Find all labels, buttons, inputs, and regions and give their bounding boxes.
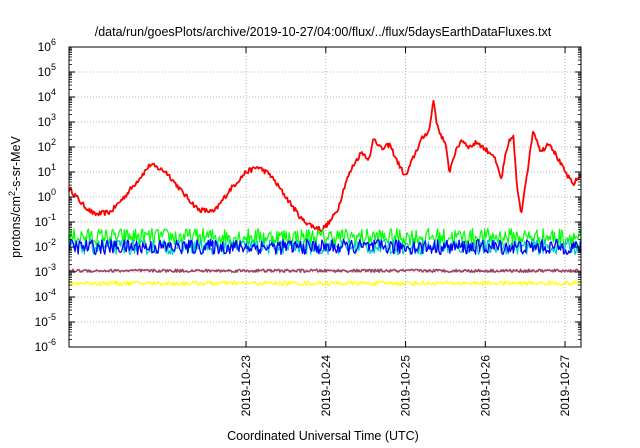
x-tick-label: 2019-10-25: [399, 355, 413, 417]
x-tick-label: 2019-10-27: [558, 355, 572, 417]
y-tick-label: 10-2: [35, 237, 56, 254]
series-group: [68, 99, 582, 287]
series-line-0: [68, 99, 582, 233]
series-line-5: [68, 268, 582, 274]
y-tick-label: 102: [38, 137, 56, 154]
y-tick-label: 101: [38, 162, 56, 179]
y-axis: 10-6 10-5 10-4 10-3 10-2 10-1 100 101 102 103 104 1…: [35, 37, 581, 354]
y-axis-label: protons/cm2-s-sr-MeV: [7, 135, 23, 257]
x-axis-label: Coordinated Universal Time (UTC): [227, 429, 419, 443]
series-line-4: [68, 280, 582, 287]
y-tick-label: 106: [38, 37, 56, 54]
x-tick-label: 2019-10-23: [239, 355, 253, 417]
y-tick-label: 10-4: [35, 287, 56, 304]
series-line-3: [68, 238, 582, 256]
y-tick-label: 103: [38, 112, 56, 129]
chart-title: /data/run/goesPlots/archive/2019-10-27/0…: [95, 25, 552, 39]
y-tick-label: 104: [38, 87, 56, 104]
y-tick-label: 10-6: [35, 337, 56, 354]
x-tick-label: 2019-10-26: [478, 355, 492, 417]
y-tick-label: 100: [38, 187, 56, 204]
x-tick-label: 2019-10-24: [319, 355, 333, 417]
y-tick-label: 10-5: [35, 312, 56, 329]
y-tick-label: 10-1: [35, 212, 56, 229]
y-tick-label: 105: [38, 62, 56, 79]
grid: [69, 47, 581, 347]
y-tick-label: 10-3: [35, 262, 56, 279]
x-axis: 2019-10-23 2019-10-24 2019-10-25 2019-10-26…: [239, 47, 572, 416]
